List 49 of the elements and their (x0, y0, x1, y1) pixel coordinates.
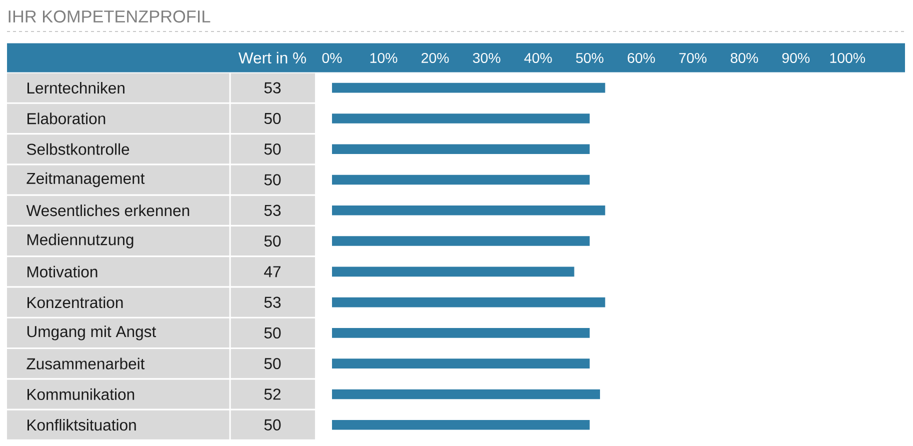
x2-tick-label: 70% (679, 52, 706, 63)
y-tick-label: Zusammenarbeit (26, 358, 145, 370)
text: Wert in % (238, 52, 306, 64)
y-tick-label: Mediennutzung (28, 234, 134, 248)
x2-tick-label: 50% (576, 52, 604, 63)
bar (332, 236, 590, 246)
data-label: 50 (264, 144, 281, 155)
bar (332, 82, 606, 93)
data-label: 50 (264, 112, 281, 124)
data-label: 50 (264, 419, 281, 430)
text: IHR KOMPETENZPROFIL (8, 10, 210, 23)
data-label: 50 (264, 327, 281, 339)
data-label: 52 (264, 388, 280, 400)
data-label: 53 (264, 296, 281, 308)
data-label: 53 (264, 204, 281, 216)
bar (332, 266, 574, 277)
x2-tick-label: 80% (730, 52, 758, 63)
bar (332, 174, 590, 185)
data-label: 50 (264, 358, 281, 370)
data-label: 53 (264, 82, 281, 94)
bar (332, 328, 590, 338)
bar (332, 358, 590, 368)
y-tick-label: Selbstkontrolle (26, 143, 130, 155)
x2-tick-label: 0% (322, 52, 342, 63)
bar (332, 389, 600, 400)
bar (332, 205, 606, 216)
bar (332, 114, 590, 124)
y-tick-label: Lerntechniken (28, 82, 124, 94)
y-tick-label: Zeitmanagement (26, 172, 145, 188)
x2-tick-label: 60% (628, 52, 655, 63)
data-label: 50 (264, 235, 281, 247)
y-tick-label: Motivation (28, 266, 98, 278)
x2-tick-label: 90% (782, 52, 810, 63)
x2-tick-label: 100% (830, 52, 866, 63)
y-tick-label: Umgang mit Angst (27, 326, 156, 340)
x2-tick-label: 20% (422, 52, 449, 63)
data-label: 50 (264, 174, 281, 186)
bar (332, 420, 590, 430)
x2-tick-label: 10% (370, 52, 398, 63)
x2-tick-label: 30% (472, 52, 500, 63)
data-label: 47 (264, 266, 280, 278)
y-tick-label: Konfliktsituation (28, 419, 136, 431)
y-tick-label: Wesentliches erkennen (26, 204, 190, 216)
y-tick-label: Elaboration (28, 112, 106, 124)
bar (332, 297, 606, 308)
bar (332, 144, 590, 154)
x2-tick-label: 40% (524, 52, 552, 63)
y-tick-label: Kommunikation (28, 388, 134, 400)
y-tick-label: Konzentration (28, 296, 123, 308)
